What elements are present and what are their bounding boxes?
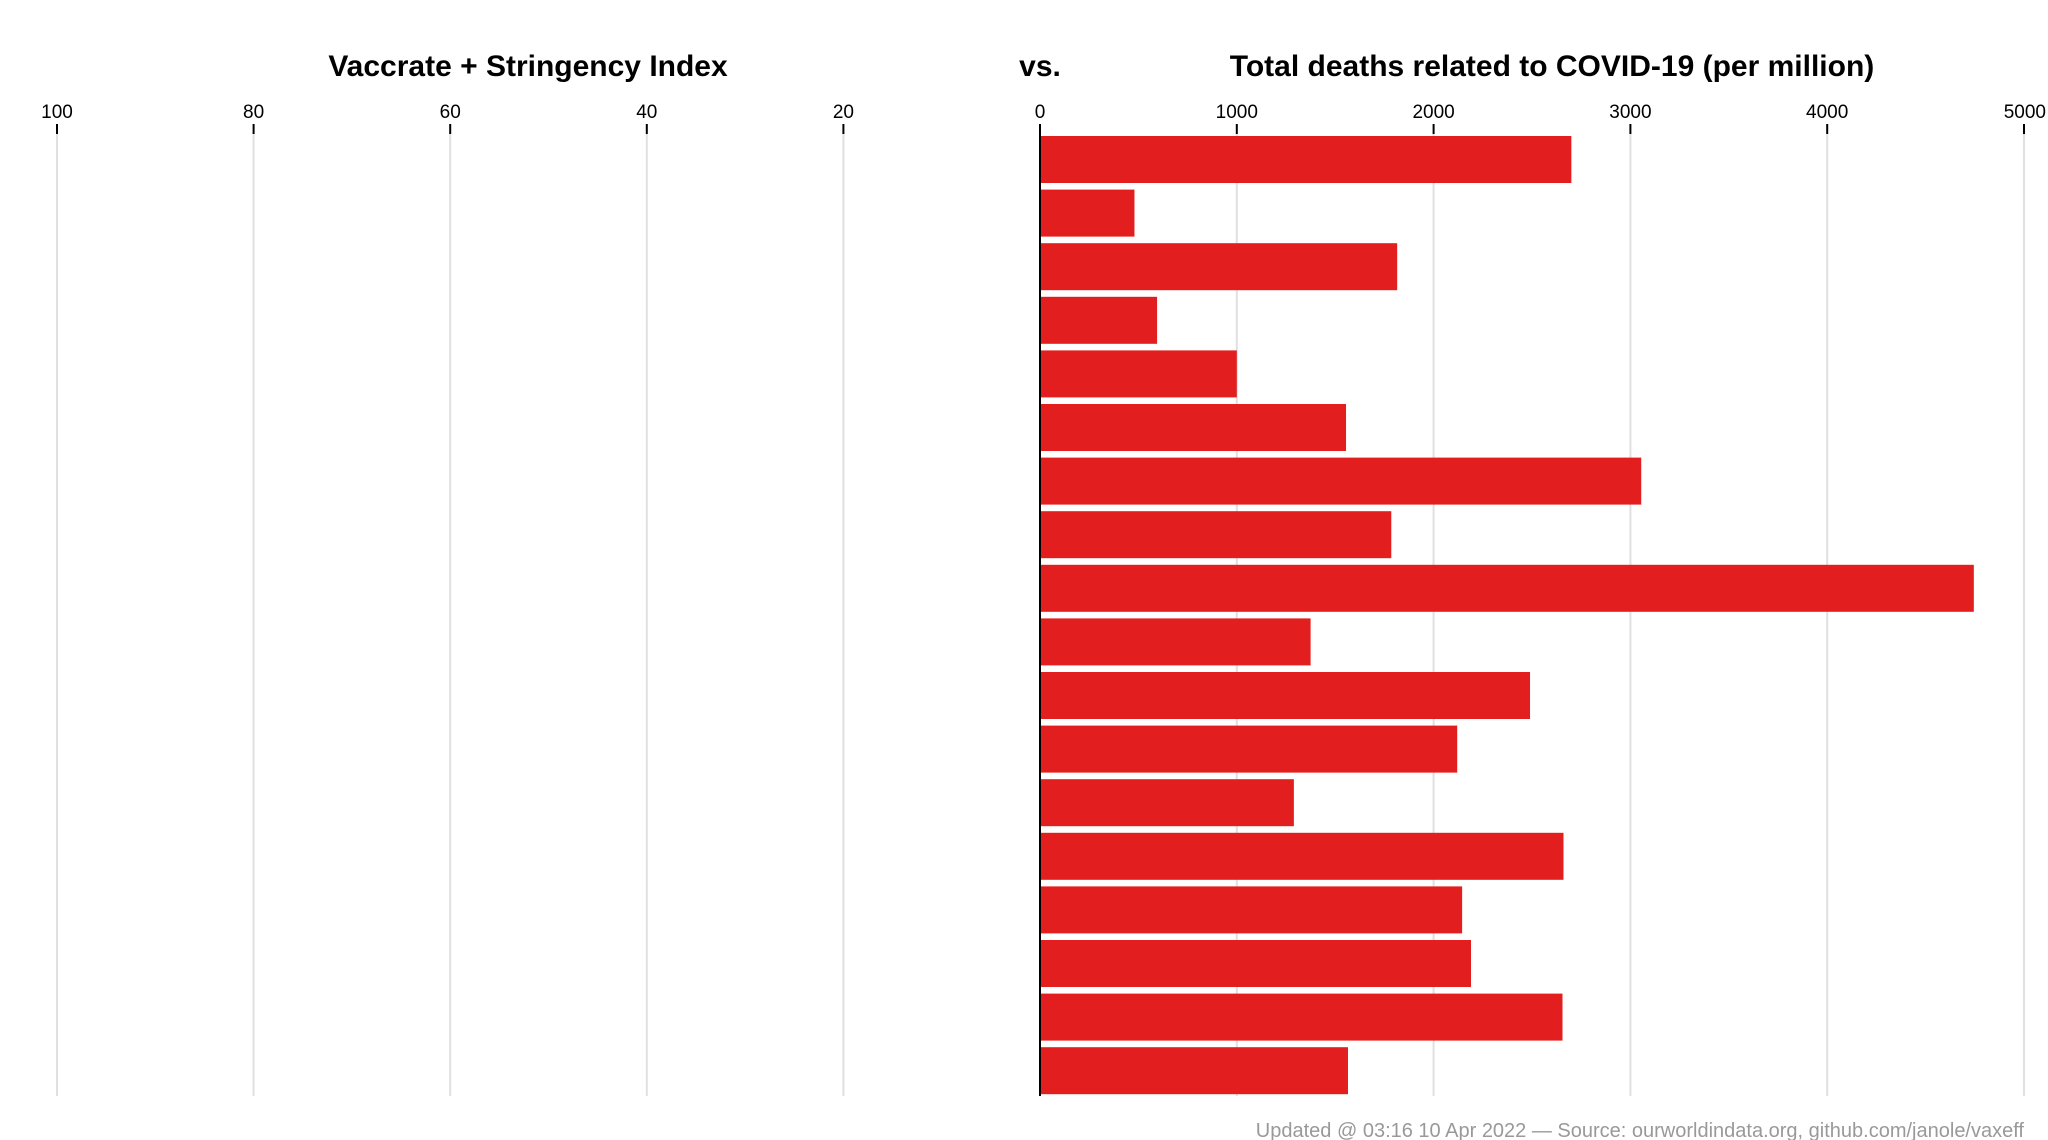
deaths-bar — [1040, 350, 1237, 398]
left-tick-label: 100 — [41, 102, 73, 123]
deaths-bar — [1040, 243, 1398, 291]
right-tick-label: 4000 — [1806, 102, 1848, 123]
deaths-bar — [1040, 618, 1311, 666]
deaths-bar — [1040, 725, 1458, 773]
right-tick-label: 2000 — [1412, 102, 1454, 123]
left-tick-label: 80 — [243, 102, 264, 123]
vs-separator-label: vs. — [1019, 50, 1061, 83]
deaths-bar — [1040, 511, 1392, 559]
deaths-bar — [1040, 136, 1572, 183]
axis-layer: 100 80 60 40 20 0 1000 2000 3000 4000 5000 — [41, 102, 2046, 1096]
left-tick-label: 20 — [833, 102, 854, 123]
deaths-bar — [1040, 779, 1294, 827]
grid-layer — [56, 134, 2025, 1096]
right-tick-label: 0 — [1035, 102, 1046, 123]
deaths-bar — [1040, 296, 1158, 344]
left-tick-label: 60 — [440, 102, 461, 123]
left-chart-title: Vaccrate + Stringency Index — [328, 50, 728, 83]
deaths-bar — [1040, 832, 1564, 880]
deaths-bar — [1040, 457, 1642, 505]
deaths-bar — [1040, 189, 1135, 237]
deaths-bar — [1040, 886, 1463, 934]
right-chart-title: Total deaths related to COVID-19 (per mi… — [1230, 50, 1875, 83]
deaths-bar — [1040, 1047, 1348, 1095]
deaths-bar — [1040, 672, 1531, 719]
deaths-bar — [1040, 940, 1471, 987]
deaths-bar — [1040, 993, 1563, 1041]
footer-source-text: Updated @ 03:16 10 Apr 2022 — Source: ou… — [1256, 1120, 2025, 1140]
deaths-bar — [1040, 404, 1347, 451]
right-tick-label: 1000 — [1216, 102, 1258, 123]
left-tick-label: 40 — [636, 102, 657, 123]
right-tick-label: 5000 — [2004, 102, 2046, 123]
deaths-bar — [1040, 564, 1974, 612]
bar-layer — [1040, 136, 1974, 1095]
right-tick-label: 3000 — [1609, 102, 1651, 123]
